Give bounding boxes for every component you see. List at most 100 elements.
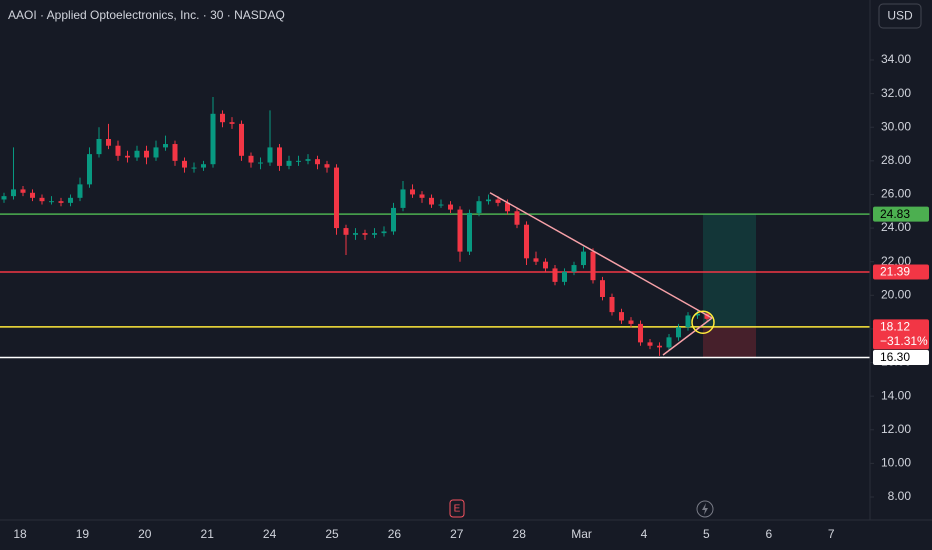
level-change-label: −31.31%: [880, 334, 928, 348]
candle-body: [315, 159, 320, 165]
x-tick-label: 18: [13, 527, 27, 541]
candle-body: [258, 162, 263, 164]
candle-body: [619, 312, 624, 321]
candle-body: [324, 164, 330, 168]
level-label-bg: [873, 206, 929, 222]
candle-body: [134, 150, 140, 158]
candle-body: [391, 207, 396, 232]
x-tick-label: 19: [76, 527, 90, 541]
candle-body: [562, 271, 567, 282]
candle-body: [334, 167, 339, 229]
earnings-label[interactable]: E: [454, 504, 461, 515]
candle-body: [11, 189, 16, 197]
support-line: [662, 317, 713, 356]
candle-body: [49, 201, 54, 203]
candle-body: [296, 160, 301, 162]
candle-body: [505, 202, 510, 212]
candle-body: [581, 251, 586, 266]
candle-body: [638, 323, 643, 343]
candle-body: [305, 159, 311, 161]
candle-body: [248, 155, 254, 163]
y-tick-label: 8.00: [888, 489, 912, 503]
y-tick-label: 20.00: [881, 287, 911, 301]
candle-body: [410, 189, 415, 195]
level-label: 16.30: [880, 350, 910, 364]
candle-body: [343, 228, 349, 235]
chart-title: AAOI · Applied Optoelectronics, Inc. · 3…: [8, 8, 285, 22]
y-tick-label: 22.00: [881, 254, 911, 268]
level-label-bg: [873, 264, 929, 280]
candle-body: [163, 144, 168, 148]
candle-body: [704, 313, 710, 319]
lightning-icon: [702, 503, 708, 515]
x-tick-label: 20: [138, 527, 152, 541]
x-tick-label: Mar: [571, 527, 592, 541]
dividend-icon[interactable]: [696, 500, 714, 518]
y-tick-label: 32.00: [881, 86, 911, 100]
candle-body: [400, 189, 406, 208]
candle-body: [685, 315, 691, 328]
y-tick-label: 24.00: [881, 220, 911, 234]
x-tick-label: 5: [703, 527, 710, 541]
level-label: 21.39: [880, 265, 910, 279]
plot-area: [0, 96, 870, 359]
y-tick-label: 28.00: [881, 153, 911, 167]
candle-body: [467, 212, 472, 252]
candle-body: [590, 251, 596, 281]
candle-body: [30, 192, 35, 198]
candle-body: [115, 145, 121, 156]
candle-body: [353, 233, 358, 235]
level-label-bg: [873, 319, 929, 350]
trendline: [489, 192, 713, 319]
x-tick-label: 26: [388, 527, 402, 541]
x-tick-label: 28: [513, 527, 527, 541]
y-tick-label: 14.00: [881, 388, 911, 402]
earnings-icon[interactable]: [449, 499, 465, 518]
candle-body: [125, 155, 130, 158]
candle-body: [87, 154, 92, 185]
candle-body: [277, 147, 282, 166]
candle-body: [77, 184, 83, 198]
x-tick-label: 21: [201, 527, 215, 541]
x-tick-label: 7: [828, 527, 835, 541]
candle-body: [543, 261, 548, 269]
profit-zone: [703, 214, 756, 327]
currency-button[interactable]: [878, 3, 922, 29]
level-label: 24.83: [880, 207, 910, 221]
x-tick-label: 25: [325, 527, 339, 541]
y-tick-label: 10.00: [881, 456, 911, 470]
candle-body: [229, 122, 235, 124]
candle-body: [514, 211, 520, 225]
candle-body: [172, 144, 178, 161]
x-tick-label: 6: [765, 527, 772, 541]
candle-body: [96, 138, 102, 155]
candle-body: [438, 204, 444, 206]
candle-body: [448, 204, 453, 210]
candle-body: [676, 327, 681, 338]
candle-body: [524, 224, 529, 259]
candle-body: [144, 150, 149, 158]
candle-body: [695, 313, 700, 316]
candle-body: [533, 258, 539, 262]
y-tick-label: 34.00: [881, 52, 911, 66]
candle-body: [220, 113, 225, 123]
loss-zone: [703, 326, 756, 358]
candle-body: [486, 199, 491, 202]
candle-body: [476, 201, 482, 213]
candle-body: [657, 345, 662, 348]
candle-body: [647, 342, 653, 346]
candle-body: [39, 197, 45, 202]
x-tick-label: 27: [450, 527, 464, 541]
y-tick-label: 12.00: [881, 422, 911, 436]
candle-body: [20, 189, 26, 193]
candle-body: [609, 296, 615, 313]
candle-body: [628, 320, 634, 324]
candle-body: [191, 167, 197, 169]
currency-label[interactable]: USD: [887, 9, 913, 23]
candle-body: [210, 113, 216, 165]
candle-body: [267, 147, 273, 163]
candle-body: [571, 265, 577, 272]
candle-body: [372, 233, 377, 235]
candle-body: [182, 160, 187, 168]
